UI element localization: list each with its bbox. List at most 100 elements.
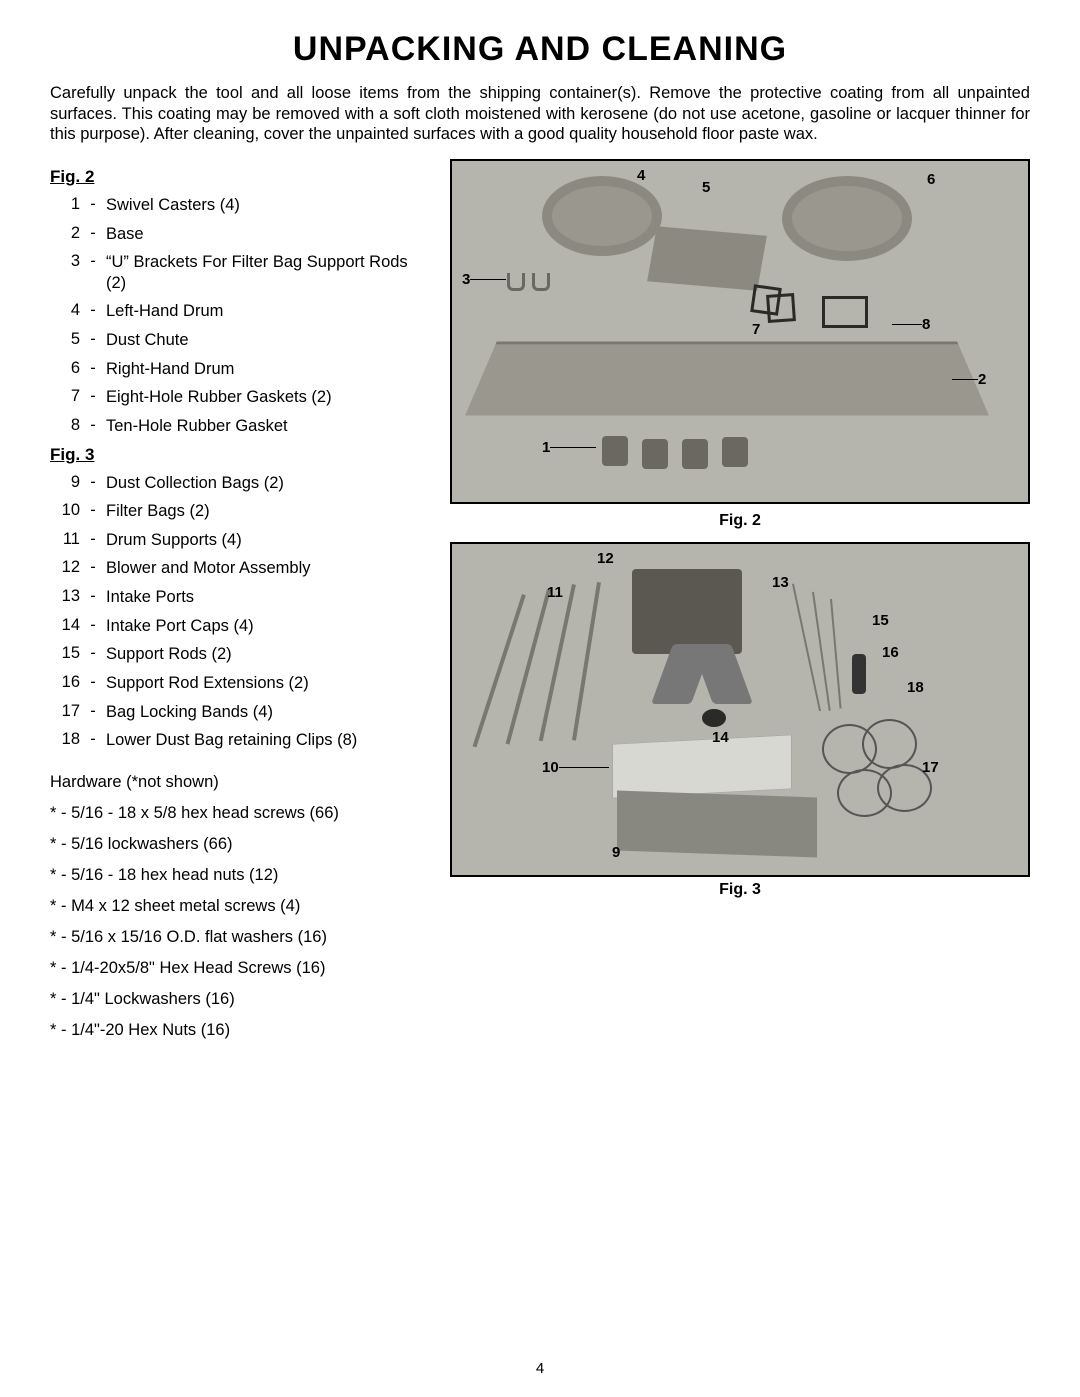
callout-16: 16 [882,644,899,661]
support-rod-shape [572,582,601,741]
part-desc: Drum Supports (4) [106,530,410,551]
part-dash: - [88,644,98,663]
callout-14: 14 [712,729,729,746]
part-dash: - [88,301,98,320]
callout-5: 5 [702,179,710,196]
part-row: 11-Drum Supports (4) [50,530,410,551]
callout-8: 8 [892,316,930,333]
callout-13: 13 [772,574,789,591]
part-dash: - [88,330,98,349]
part-num: 1 [50,195,80,214]
part-desc: Support Rods (2) [106,644,410,665]
part-num: 7 [50,387,80,406]
hardware-row: * - 5/16 - 18 hex head nuts (12) [50,866,410,885]
part-row: 15-Support Rods (2) [50,644,410,665]
part-num: 13 [50,587,80,606]
callout-15: 15 [872,612,889,629]
part-row: 14-Intake Port Caps (4) [50,616,410,637]
part-dash: - [88,673,98,692]
part-row: 6-Right-Hand Drum [50,359,410,380]
part-num: 2 [50,224,80,243]
fig2-parts-list: 1-Swivel Casters (4) 2-Base 3-“U” Bracke… [50,195,410,437]
cap-shape [702,709,726,727]
hardware-heading: Hardware (*not shown) [50,773,410,792]
part-num: 3 [50,252,80,271]
part-num: 14 [50,616,80,635]
fig2-list-heading: Fig. 2 [50,167,410,187]
part-num: 5 [50,330,80,349]
hardware-row: * - 5/16 - 18 x 5/8 hex head screws (66) [50,804,410,823]
ubracket-shape [532,273,550,291]
part-dash: - [88,587,98,606]
left-column: Fig. 2 1-Swivel Casters (4) 2-Base 3-“U”… [50,159,410,1052]
part-row: 18-Lower Dust Bag retaining Clips (8) [50,730,410,751]
part-dash: - [88,416,98,435]
part-desc: Lower Dust Bag retaining Clips (8) [106,730,410,751]
callout-4: 4 [637,167,645,184]
part-desc: “U” Brackets For Filter Bag Support Rods… [106,252,410,293]
part-desc: Ten-Hole Rubber Gasket [106,416,410,437]
part-row: 1-Swivel Casters (4) [50,195,410,216]
part-desc: Eight-Hole Rubber Gaskets (2) [106,387,410,408]
part-dash: - [88,558,98,577]
support-rod-shape [473,594,526,747]
part-dash: - [88,616,98,635]
part-dash: - [88,530,98,549]
part-num: 17 [50,702,80,721]
clip-shape [852,654,866,694]
ring-shape [862,719,917,769]
part-num: 12 [50,558,80,577]
part-row: 13-Intake Ports [50,587,410,608]
part-dash: - [88,702,98,721]
part-row: 3-“U” Brackets For Filter Bag Support Ro… [50,252,410,293]
part-desc: Intake Ports [106,587,410,608]
part-dash: - [88,195,98,214]
page-number: 4 [0,1360,1080,1377]
callout-12: 12 [597,550,614,567]
caster-shape [642,439,668,469]
part-desc: Dust Collection Bags (2) [106,473,410,494]
part-row: 12-Blower and Motor Assembly [50,558,410,579]
hardware-row: * - 1/4" Lockwashers (16) [50,990,410,1009]
callout-10: 10 [542,759,609,776]
part-num: 8 [50,416,80,435]
ubracket-shape [507,273,525,291]
fig3-parts-list: 9-Dust Collection Bags (2) 10-Filter Bag… [50,473,410,751]
part-row: 5-Dust Chute [50,330,410,351]
part-num: 18 [50,730,80,749]
callout-6: 6 [927,171,935,188]
thin-rod-shape [830,599,842,709]
part-desc: Dust Chute [106,330,410,351]
hardware-row: * - M4 x 12 sheet metal screws (4) [50,897,410,916]
right-column: 3 1 4 5 6 7 8 2 Fig. 2 [450,159,1030,1052]
callout-11: 11 [547,584,563,601]
part-dash: - [88,224,98,243]
part-num: 9 [50,473,80,492]
base-shape [465,341,989,415]
callout-9: 9 [612,844,620,861]
part-row: 17-Bag Locking Bands (4) [50,702,410,723]
gasket-shape [822,296,868,328]
hardware-row: * - 5/16 x 15/16 O.D. flat washers (16) [50,928,410,947]
caster-shape [682,439,708,469]
figure-3-image: 12 11 13 15 16 18 14 10 17 9 [450,542,1030,877]
callout-7: 7 [752,321,760,338]
part-desc: Intake Port Caps (4) [106,616,410,637]
part-row: 2-Base [50,224,410,245]
part-num: 6 [50,359,80,378]
hardware-row: * - 1/4-20x5/8" Hex Head Screws (16) [50,959,410,978]
thin-rod-shape [792,583,821,711]
part-dash: - [88,359,98,378]
part-dash: - [88,473,98,492]
intro-paragraph: Carefully unpack the tool and all loose … [50,83,1030,145]
callout-2: 2 [952,371,986,388]
part-desc: Right-Hand Drum [106,359,410,380]
part-desc: Support Rod Extensions (2) [106,673,410,694]
callout-1: 1 [542,439,596,456]
part-num: 11 [50,530,80,549]
part-num: 4 [50,301,80,320]
part-desc: Filter Bags (2) [106,501,410,522]
part-desc: Left-Hand Drum [106,301,410,322]
part-dash: - [88,501,98,520]
page-title: UNPACKING AND CLEANING [50,30,1030,69]
